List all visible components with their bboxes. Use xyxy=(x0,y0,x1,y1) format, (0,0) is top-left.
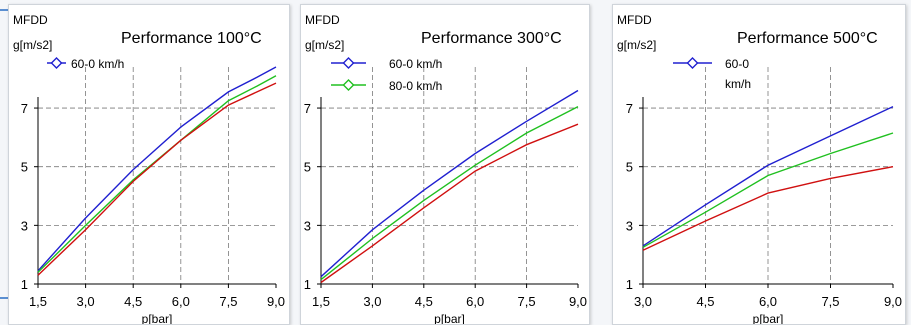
chart-500c: 3,0 4,5 6,0 7,5 9,0 1 3 5 7 MFDD g[m/s2] p[bar] Perf… xyxy=(617,13,902,324)
x-tick-label: 6,0 xyxy=(172,294,190,309)
legend-label: 60-0 xyxy=(725,57,749,71)
y-axis-label-line2: g[m/s2] xyxy=(305,38,344,52)
x-tick-label: 6,0 xyxy=(466,294,484,309)
x-axis-label: p[bar] xyxy=(142,312,173,324)
y-tick-label: 1 xyxy=(626,277,633,292)
chart-100c: 1,5 3,0 4,5 6,0 7,5 9,0 1 3 5 7 MFDD g[m/s2] p[bar] P… xyxy=(13,13,285,324)
x-tick-label: 9,0 xyxy=(884,294,902,309)
x-tick-label: 4,5 xyxy=(124,294,142,309)
y-axis-label-line1: MFDD xyxy=(13,13,48,27)
y-tick-label: 3 xyxy=(304,218,311,233)
x-axis-label: p[bar] xyxy=(434,312,465,324)
chart-panel-300c: 1,5 3,0 4,5 6,0 7,5 9,0 1 3 5 7 MFDD g[m/s2] p[bar] P… xyxy=(300,4,590,325)
y-tick-label: 3 xyxy=(21,218,28,233)
series-line-2 xyxy=(642,132,894,248)
series-line-1 xyxy=(320,89,579,278)
x-tick-label: 3,0 xyxy=(363,294,381,309)
series-line-3 xyxy=(320,123,579,284)
y-axis-label-line1: MFDD xyxy=(617,13,652,27)
x-tick-label: 6,0 xyxy=(759,294,777,309)
x-tick-label: 1,5 xyxy=(312,294,330,309)
x-tick-label: 7,5 xyxy=(219,294,237,309)
edge-mark-top xyxy=(0,9,10,11)
legend-label: 80-0 km/h xyxy=(389,79,442,93)
legend-label-cont: km/h xyxy=(725,77,751,91)
series-line-1 xyxy=(642,105,894,247)
y-tick-label: 1 xyxy=(304,277,311,292)
x-tick-label: 3,0 xyxy=(634,294,652,309)
x-tick-label: 7,5 xyxy=(518,294,536,309)
y-axis-label-line2: g[m/s2] xyxy=(13,38,52,52)
x-tick-label: 1,5 xyxy=(29,294,47,309)
y-tick-label: 7 xyxy=(626,101,633,116)
x-tick-label: 4,5 xyxy=(415,294,433,309)
chart-title: Performance 100°C xyxy=(121,30,262,47)
chart-title: Performance 300°C xyxy=(421,30,562,47)
x-axis-label: p[bar] xyxy=(753,312,784,324)
legend-label: 60-0 km/h xyxy=(71,57,124,71)
edge-mark-bottom xyxy=(0,297,10,299)
x-tick-label: 9,0 xyxy=(569,294,587,309)
chart-300c: 1,5 3,0 4,5 6,0 7,5 9,0 1 3 5 7 MFDD g[m/s2] p[bar] P… xyxy=(304,13,587,324)
y-axis-label-line2: g[m/s2] xyxy=(617,38,656,52)
series-line-2 xyxy=(320,105,579,281)
series-line-1 xyxy=(37,66,277,272)
y-tick-label: 7 xyxy=(304,101,311,116)
chart-panel-500c: 3,0 4,5 6,0 7,5 9,0 1 3 5 7 MFDD g[m/s2] p[bar] Perf… xyxy=(612,4,906,325)
legend-marker-diamond xyxy=(342,79,355,91)
x-tick-label: 3,0 xyxy=(77,294,95,309)
y-tick-label: 5 xyxy=(21,160,28,175)
x-tick-label: 9,0 xyxy=(267,294,285,309)
chart-panel-100c: 1,5 3,0 4,5 6,0 7,5 9,0 1 3 5 7 MFDD g[m/s2] p[bar] P… xyxy=(8,4,290,325)
chart-title: Performance 500°C xyxy=(737,30,878,47)
y-tick-label: 1 xyxy=(21,277,28,292)
x-tick-label: 7,5 xyxy=(821,294,839,309)
y-axis-label-line1: MFDD xyxy=(305,13,340,27)
legend-marker-diamond xyxy=(50,57,63,69)
legend-marker-diamond xyxy=(342,57,355,69)
series-line-3 xyxy=(642,166,894,251)
series-line-2 xyxy=(37,75,277,273)
legend-label: 60-0 km/h xyxy=(389,57,442,71)
y-tick-label: 5 xyxy=(626,160,633,175)
y-tick-label: 7 xyxy=(21,101,28,116)
y-tick-label: 5 xyxy=(304,160,311,175)
y-tick-label: 3 xyxy=(626,218,633,233)
x-tick-label: 4,5 xyxy=(696,294,714,309)
legend-marker-diamond xyxy=(686,57,699,69)
series-line-3 xyxy=(37,82,277,276)
